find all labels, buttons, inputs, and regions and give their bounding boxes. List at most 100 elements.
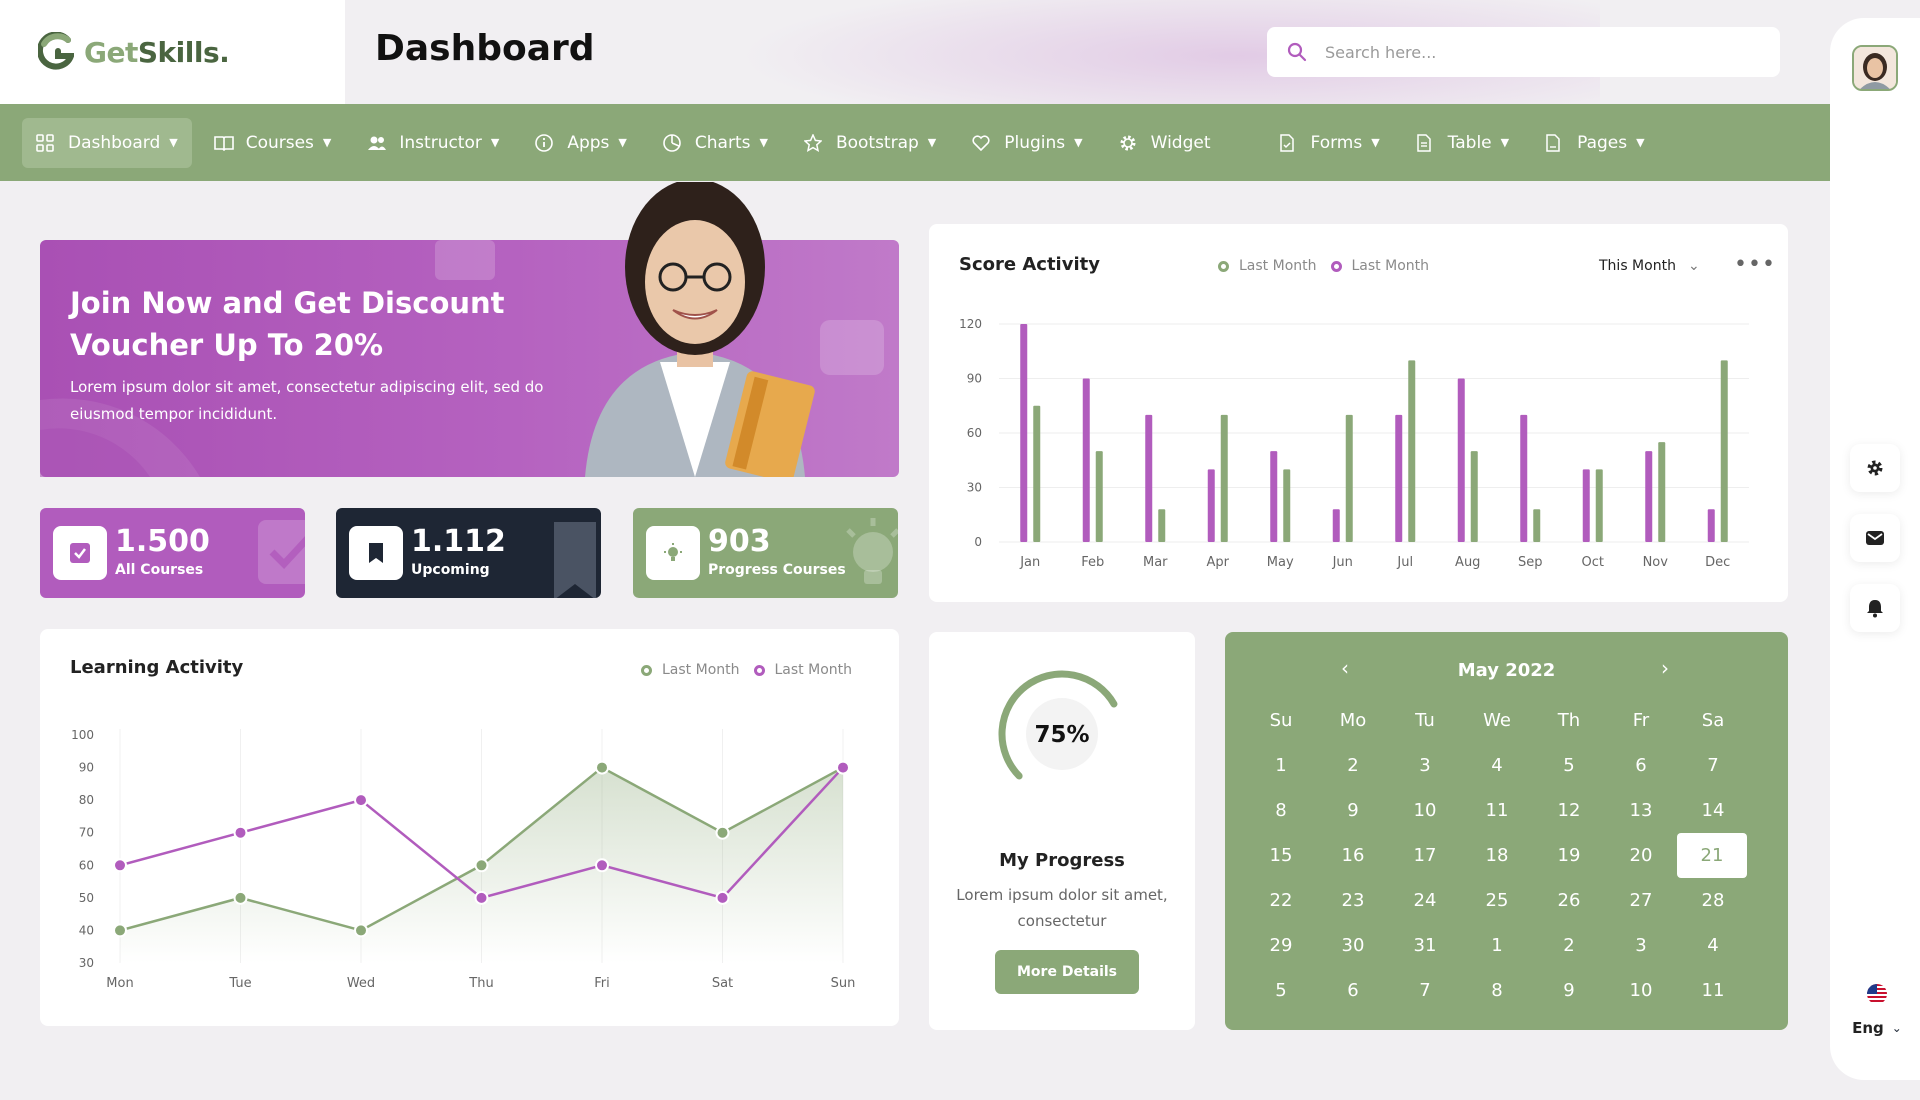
calendar-day[interactable]: 31 [1413,935,1437,956]
calendar-day[interactable]: 17 [1413,845,1437,866]
nav-item-label: Courses [245,132,314,153]
caret-down-icon: ▼ [322,136,332,149]
grid-icon [36,133,56,153]
nav-item-instructor[interactable]: Instructor ▼ [353,118,513,168]
calendar-day[interactable]: 8 [1275,800,1287,821]
calendar-day[interactable]: 3 [1635,935,1647,956]
bar-purple [1457,378,1465,542]
check-watermark [258,520,305,584]
x-tick-label: Jun [1332,555,1353,570]
calendar-day[interactable]: 8 [1491,980,1503,1001]
chevron-left-icon[interactable]: ‹ [1341,656,1349,680]
nav-item-charts[interactable]: Charts ▼ [649,118,782,168]
legend-dot-purple [1330,260,1342,272]
legend-dot-purple [753,664,765,676]
nav-item-forms[interactable]: Forms ▼ [1265,118,1394,168]
nav-item-plugins[interactable]: Plugins ▼ [958,118,1096,168]
nav-item-table[interactable]: Table ▼ [1402,118,1523,168]
calendar-day[interactable]: 11 [1701,980,1725,1001]
caret-down-icon: ▼ [1500,136,1510,149]
calendar: May 2022 ‹ › Su Mo Tu We Th Fr Sa 1 2 3 4 5 6 7 8 9 10 11… [1225,632,1788,1030]
bar-green [1533,509,1541,542]
stat-value: 1.112 [411,524,506,559]
search-icon[interactable] [1287,42,1307,62]
calendar-day[interactable]: 20 [1629,845,1653,866]
stat-card-all-courses[interactable]: 1.500 All Courses [40,508,305,598]
legend-label: Last Month [662,662,740,678]
calendar-day[interactable]: 5 [1563,755,1575,776]
progress-title: My Progress [999,850,1125,871]
logo[interactable]: GetSkills. [0,0,345,104]
nav-item-label: Forms [1310,132,1363,153]
period-dropdown[interactable]: This Month ⌄ [1599,258,1700,274]
settings-button[interactable] [1850,444,1900,492]
bar-purple [1520,414,1528,542]
calendar-day[interactable]: 13 [1629,800,1653,821]
calendar-day[interactable]: 23 [1341,890,1365,911]
calendar-day[interactable]: 4 [1707,935,1719,956]
progress-ring: 75% [998,670,1118,780]
check-icon [53,526,107,580]
y-tick-label: 90 [79,761,94,775]
calendar-day[interactable]: 1 [1275,755,1287,776]
calendar-day[interactable]: 26 [1557,890,1581,911]
calendar-day[interactable]: 9 [1347,800,1359,821]
notifications-button[interactable] [1850,584,1900,632]
stat-card-progress-courses[interactable]: 903 Progress Courses [633,508,898,598]
calendar-day[interactable]: 6 [1635,755,1647,776]
x-tick-label: Mon [106,976,133,991]
calendar-day[interactable]: 3 [1419,755,1431,776]
more-options-icon[interactable]: ••• [1734,252,1776,277]
search-bar[interactable] [1267,27,1780,77]
legend-label: Last Month [1351,258,1430,274]
calendar-day[interactable]: 7 [1707,755,1719,776]
avatar[interactable] [1852,45,1898,91]
bookmark-watermark [554,522,596,598]
y-tick-label: 40 [79,923,94,937]
more-details-button[interactable]: More Details [995,950,1140,994]
calendar-day[interactable]: 2 [1563,935,1575,956]
nav-item-bootstrap[interactable]: Bootstrap ▼ [790,118,950,168]
nav-item-pages[interactable]: Pages ▼ [1531,118,1658,168]
calendar-month: May 2022 [1457,660,1556,681]
calendar-day[interactable]: 6 [1347,980,1359,1001]
calendar-day[interactable]: 1 [1491,935,1503,956]
nav-item-courses[interactable]: Courses ▼ [200,118,346,168]
nav-item-dashboard[interactable]: Dashboard ▼ [22,117,192,168]
calendar-day[interactable]: 18 [1485,845,1509,866]
calendar-day[interactable]: 11 [1485,800,1509,821]
calendar-day[interactable]: 9 [1563,980,1575,1001]
calendar-day[interactable]: 29 [1269,935,1293,956]
stat-card-upcoming[interactable]: 1.112 Upcoming [336,508,601,598]
language-selector[interactable]: Eng ⌄ [1852,983,1902,1037]
nav-item-widget[interactable]: Widget [1105,118,1225,168]
nav-item-apps[interactable]: Apps ▼ [521,118,641,168]
calendar-day[interactable]: 28 [1701,890,1725,911]
calendar-day[interactable]: 2 [1347,755,1359,776]
calendar-day[interactable]: 25 [1485,890,1509,911]
bar-purple [1207,469,1215,542]
calendar-day[interactable]: 22 [1269,890,1293,911]
calendar-day[interactable]: 10 [1413,800,1437,821]
calendar-day[interactable]: 30 [1341,935,1365,956]
calendar-day[interactable]: 12 [1557,800,1581,821]
calendar-day-selected[interactable]: 21 [1677,833,1747,878]
calendar-day[interactable]: 10 [1629,980,1653,1001]
y-tick-label: 30 [967,481,982,495]
calendar-day[interactable]: 24 [1413,890,1437,911]
calendar-day[interactable]: 27 [1629,890,1653,911]
legend-label: Last Month [774,662,853,678]
calendar-day[interactable]: 7 [1419,980,1431,1001]
progress-percent: 75% [1034,722,1089,748]
calendar-day[interactable]: 15 [1269,845,1293,866]
chevron-right-icon[interactable]: › [1661,656,1669,680]
chevron-down-icon: ⌄ [1687,258,1700,274]
nav-item-label: Bootstrap [835,132,919,153]
calendar-day[interactable]: 5 [1275,980,1287,1001]
calendar-day[interactable]: 14 [1701,800,1725,821]
calendar-day[interactable]: 4 [1491,755,1503,776]
calendar-day[interactable]: 19 [1557,845,1581,866]
search-input[interactable] [1325,42,1725,62]
calendar-day[interactable]: 16 [1341,845,1365,866]
messages-button[interactable] [1850,514,1900,562]
